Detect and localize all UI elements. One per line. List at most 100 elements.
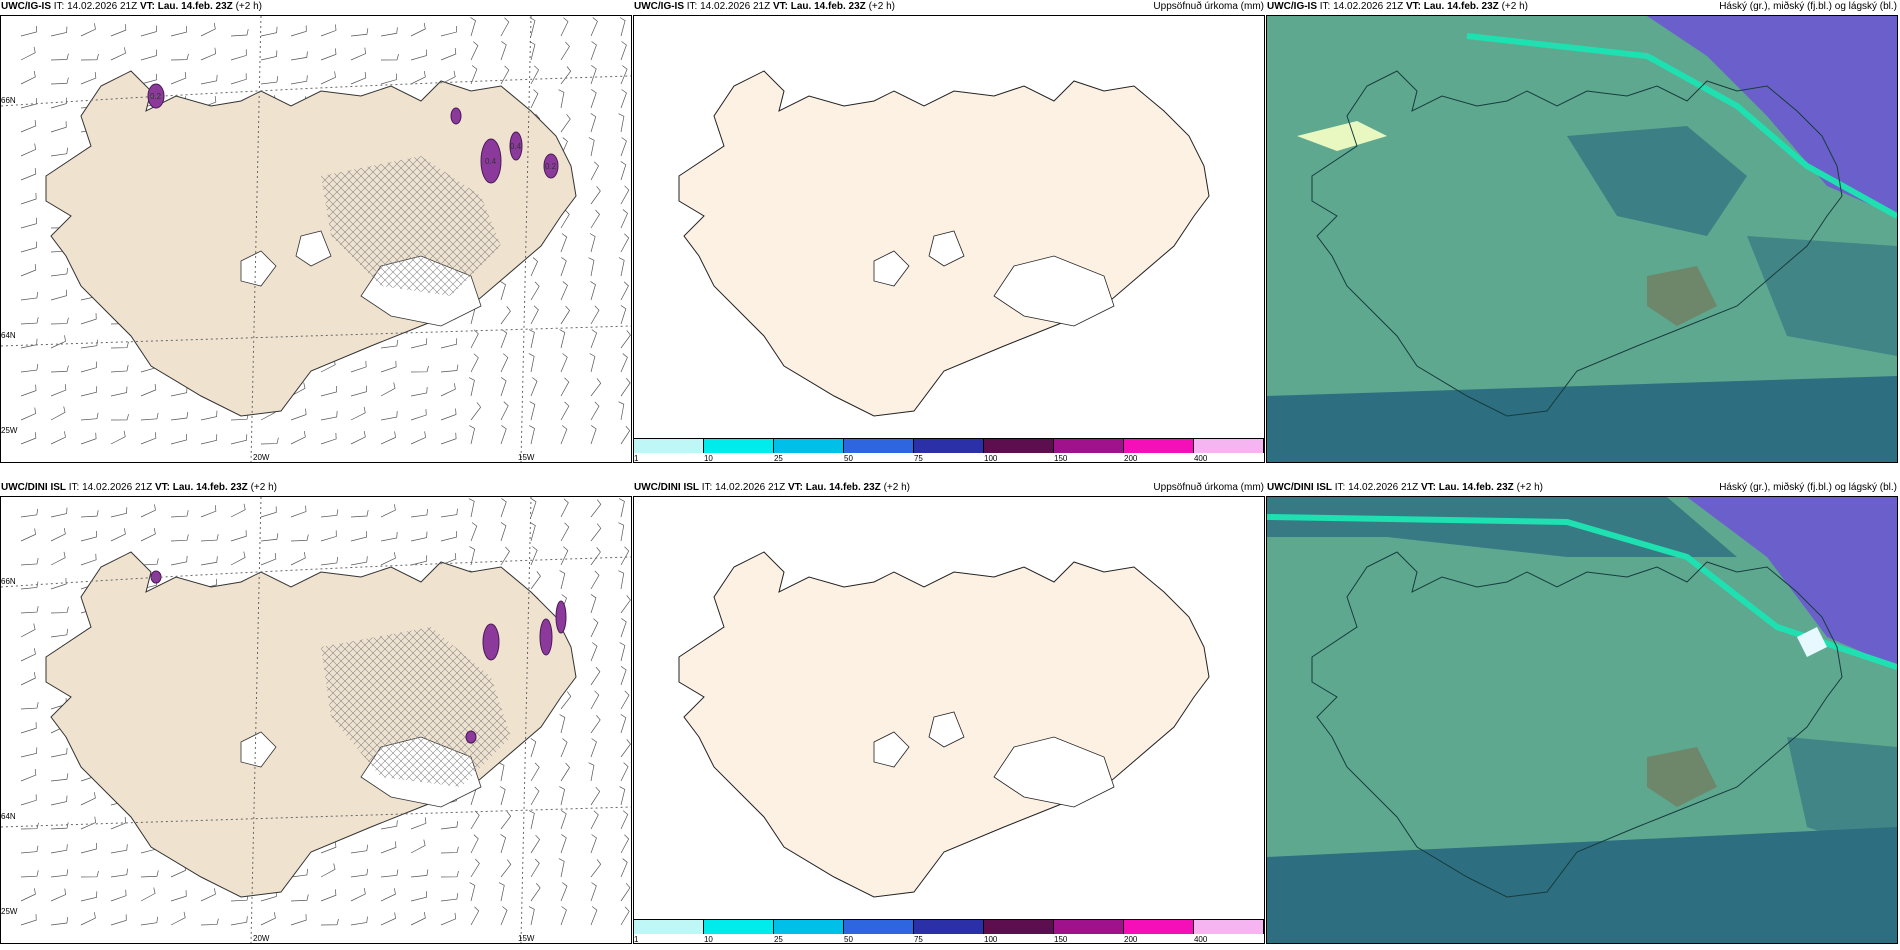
colorbar-swatch (774, 920, 844, 934)
wind-barb (110, 24, 127, 37)
wind-barb (440, 383, 456, 397)
wind-barb (50, 507, 68, 518)
wind-barb (559, 786, 566, 806)
wind-barb (410, 508, 429, 518)
wind-barb (20, 384, 37, 397)
colorbar-swatch (844, 920, 914, 934)
panel-wind-igis: 0.2 0.4 0.4 0.2 (0, 15, 632, 463)
wind-barb (560, 498, 569, 518)
precip-cell (555, 600, 567, 634)
wind-barb (200, 505, 217, 518)
wind-barb (530, 305, 539, 325)
wind-barb (619, 642, 626, 662)
wind-barb (530, 883, 541, 902)
wind-barb (170, 26, 188, 37)
wind-barb (620, 425, 631, 445)
wind-barb (499, 786, 506, 806)
graticule-line (520, 16, 532, 462)
wind-barb (290, 505, 307, 518)
wind-barb (20, 888, 36, 902)
wind-barb (500, 522, 507, 542)
wind-barb (560, 810, 567, 830)
wind-barb (590, 305, 600, 325)
wind-barb (410, 891, 428, 902)
wind-barb (350, 71, 367, 85)
panel-precip-igis: 1 10 25 50 75 100 150 200 400 (633, 15, 1265, 463)
wind-barb (20, 822, 39, 830)
colorbar-swatch (1054, 920, 1124, 934)
wind-barb (230, 434, 248, 445)
wind-barb (110, 868, 128, 878)
colorbar-tick: 1 (634, 935, 639, 944)
wind-barb (560, 522, 570, 542)
wind-barb (440, 846, 459, 854)
wind-barb (529, 17, 536, 37)
colorbar-tick: 1 (634, 454, 639, 463)
wind-barb (589, 233, 596, 253)
wind-barb (618, 401, 625, 421)
colorbar-swatch (914, 439, 984, 453)
wind-barb (350, 887, 366, 902)
wind-barb (260, 533, 279, 542)
wind-barb (410, 869, 429, 878)
wind-barb (590, 281, 596, 301)
wind-barb (590, 89, 597, 109)
panel-title: UWC/IG-IS IT: 14.02.2026 21Z VT: Lau. 14… (1267, 1, 1528, 12)
wind-barb (20, 672, 36, 686)
map-wind-igis: 0.20.40.40.2 (1, 16, 631, 462)
wind-barb (560, 762, 571, 782)
wind-barb (20, 870, 39, 878)
wind-barb (110, 47, 126, 61)
panel-title: UWC/IG-IS IT: 14.02.2026 21Z VT: Lau. 14… (1, 1, 262, 12)
wind-barb (498, 882, 505, 902)
wind-barb (20, 143, 36, 157)
wind-barb (50, 527, 66, 542)
wind-barb (590, 834, 597, 854)
wind-barb (620, 858, 628, 878)
wind-barb (590, 786, 601, 806)
colorbar-tick: 10 (703, 935, 713, 944)
wind-barb (440, 432, 457, 445)
wind-barb (20, 845, 39, 854)
wind-barb (560, 114, 571, 133)
wind-barb (590, 499, 602, 518)
wind-barb (380, 504, 396, 518)
wind-barb (530, 257, 539, 277)
wind-barb (440, 70, 456, 85)
wind-barb (410, 912, 426, 926)
wind-barb (530, 786, 540, 806)
wind-barb (560, 257, 567, 277)
wind-barb (500, 306, 511, 325)
wind-barb (410, 817, 427, 830)
wind-barb (619, 17, 626, 37)
field-title: Háský (gr.), miðský (fj.bl.) og lágský (… (1719, 1, 1897, 12)
wind-barb (350, 916, 368, 926)
wind-barb (80, 553, 97, 566)
wind-barb (500, 498, 507, 518)
wind-barb (560, 691, 572, 710)
wind-barb (500, 329, 508, 349)
wind-barb (80, 412, 99, 421)
lon-label-20: 20W (253, 934, 270, 943)
wind-barb (20, 70, 36, 85)
wind-barb (530, 834, 541, 854)
precip-value-label: 0.4 (485, 157, 497, 166)
wind-barb (380, 552, 396, 566)
wind-barb (590, 810, 599, 830)
wind-barb (619, 786, 626, 806)
wind-barb (620, 209, 628, 229)
wind-barb (20, 794, 37, 806)
wind-barb (558, 858, 565, 878)
wind-barb (530, 858, 540, 878)
wind-barb (200, 556, 218, 566)
wind-barb (260, 26, 278, 37)
graticule-line (1, 806, 631, 828)
wind-barb (140, 432, 157, 445)
wind-barb (530, 89, 539, 109)
wind-barb (20, 291, 39, 301)
wind-barb (350, 531, 368, 542)
wind-barb (380, 339, 399, 349)
wind-barb (560, 738, 568, 758)
wind-barb (620, 89, 627, 109)
graticule-line (250, 16, 262, 462)
